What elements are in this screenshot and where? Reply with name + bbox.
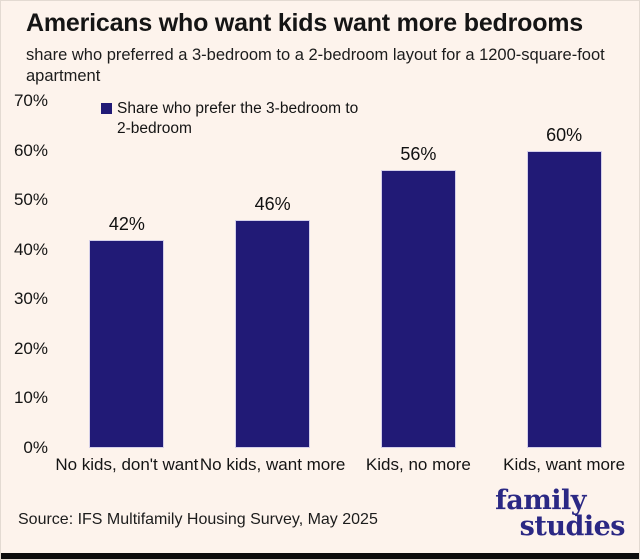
x-axis-category-label: Kids, no more — [365, 455, 471, 474]
y-axis-tick-label: 10% — [13, 388, 48, 408]
y-axis-tick-label: 50% — [13, 190, 48, 210]
bar-1 — [89, 239, 165, 448]
source-note: Source: IFS Multifamily Housing Survey, … — [18, 511, 378, 528]
bar-value-label: 60% — [546, 124, 583, 145]
bar-2 — [235, 219, 311, 448]
legend-square-swatch — [101, 103, 112, 114]
y-axis-tick-label: 70% — [13, 91, 48, 110]
chart-subtitle: share who preferred a 3-bedroom to a 2-b… — [26, 46, 605, 85]
chart-legend: Share who prefer the 3-bedroom to 2-bedr… — [101, 99, 369, 139]
chart-title: Americans who want kids want more bedroo… — [26, 9, 584, 37]
bar-value-label: 56% — [400, 144, 437, 165]
family-studies-logo: family studies — [495, 485, 626, 542]
y-axis-tick-label: 0% — [23, 438, 48, 457]
logo-line-2: studies — [519, 511, 626, 542]
y-axis-tick-label: 60% — [13, 140, 48, 160]
bar-4 — [526, 150, 602, 448]
bar-value-label: 46% — [254, 193, 291, 214]
x-axis-category-label: No kids, don't want — [55, 455, 199, 474]
legend-label: Share who prefer the 3-bedroom to 2-bedr… — [117, 100, 359, 138]
bottom-accent-strip — [1, 553, 639, 559]
logo-line-1: family — [495, 485, 586, 516]
bar-value-label: 42% — [108, 213, 145, 234]
y-axis-tick-label: 20% — [13, 338, 48, 358]
x-axis-category-label: No kids, want more — [199, 455, 346, 474]
y-axis-tick-label: 30% — [13, 289, 48, 309]
y-axis-tick-label: 40% — [13, 239, 48, 259]
bar-3 — [380, 170, 456, 448]
x-axis-category-label: Kids, want more — [503, 455, 626, 474]
